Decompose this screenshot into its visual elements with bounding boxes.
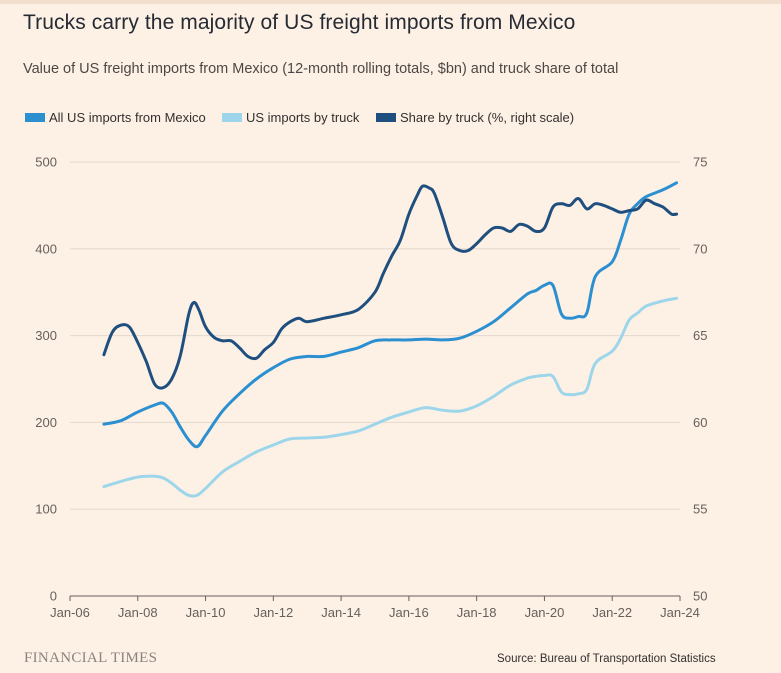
right-tick-label: 55 — [693, 502, 707, 517]
right-axis-ticks: 50 55 60 65 70 75 — [693, 155, 707, 604]
legend-label-all-imports: All US imports from Mexico — [49, 110, 206, 125]
left-tick-label: 300 — [35, 328, 57, 343]
x-tick-label: Jan-16 — [389, 605, 429, 620]
right-tick-label: 65 — [693, 328, 707, 343]
x-tick-label: Jan-20 — [525, 605, 565, 620]
legend-item-truck-share: Share by truck (%, right scale) — [376, 110, 574, 125]
x-tick-label: Jan-18 — [457, 605, 497, 620]
legend-item-all-imports: All US imports from Mexico — [25, 110, 206, 125]
x-axis: Jan-06 Jan-08 Jan-10 Jan-12 Jan-14 Jan-16 Jan-… — [50, 595, 700, 620]
source-note: Source: Bureau of Transportation Statist… — [497, 653, 716, 665]
left-tick-label: 200 — [35, 415, 57, 430]
x-tick-label: Jan-12 — [253, 605, 293, 620]
right-tick-label: 70 — [693, 241, 707, 256]
series-line-all-imports — [102, 181, 679, 449]
left-tick-label: 100 — [35, 502, 57, 517]
x-tick-label: Jan-22 — [592, 605, 632, 620]
x-tick-label: Jan-14 — [321, 605, 361, 620]
series-lines — [102, 181, 679, 498]
left-tick-label: 500 — [35, 155, 57, 170]
x-tick-label: Jan-06 — [50, 605, 90, 620]
right-tick-label: 60 — [693, 415, 707, 430]
series-line-truck-imports — [102, 296, 679, 498]
chart-subtitle: Value of US freight imports from Mexico … — [23, 61, 619, 77]
x-tick-label: Jan-08 — [118, 605, 158, 620]
legend-swatch-all-imports — [25, 113, 45, 122]
chart-title: Trucks carry the majority of US freight … — [23, 11, 576, 34]
right-tick-label: 50 — [693, 589, 707, 604]
legend-swatch-truck-share — [376, 113, 396, 122]
gridlines — [70, 161, 680, 510]
legend-swatch-truck-imports — [222, 113, 242, 122]
left-tick-label: 0 — [50, 589, 57, 604]
series-line-truck-share — [102, 184, 679, 390]
legend-label-truck-share: Share by truck (%, right scale) — [400, 110, 575, 125]
top-border — [0, 0, 781, 4]
left-tick-label: 400 — [35, 241, 57, 256]
legend-item-truck-imports: US imports by truck — [222, 110, 359, 125]
left-axis-ticks: 0 100 200 300 400 500 — [35, 155, 57, 604]
right-tick-label: 75 — [693, 155, 707, 170]
ft-logo: FINANCIAL TIMES — [24, 650, 158, 666]
legend-label-truck-imports: US imports by truck — [246, 110, 360, 125]
x-tick-label: Jan-10 — [186, 605, 226, 620]
x-tick-label: Jan-24 — [660, 605, 700, 620]
